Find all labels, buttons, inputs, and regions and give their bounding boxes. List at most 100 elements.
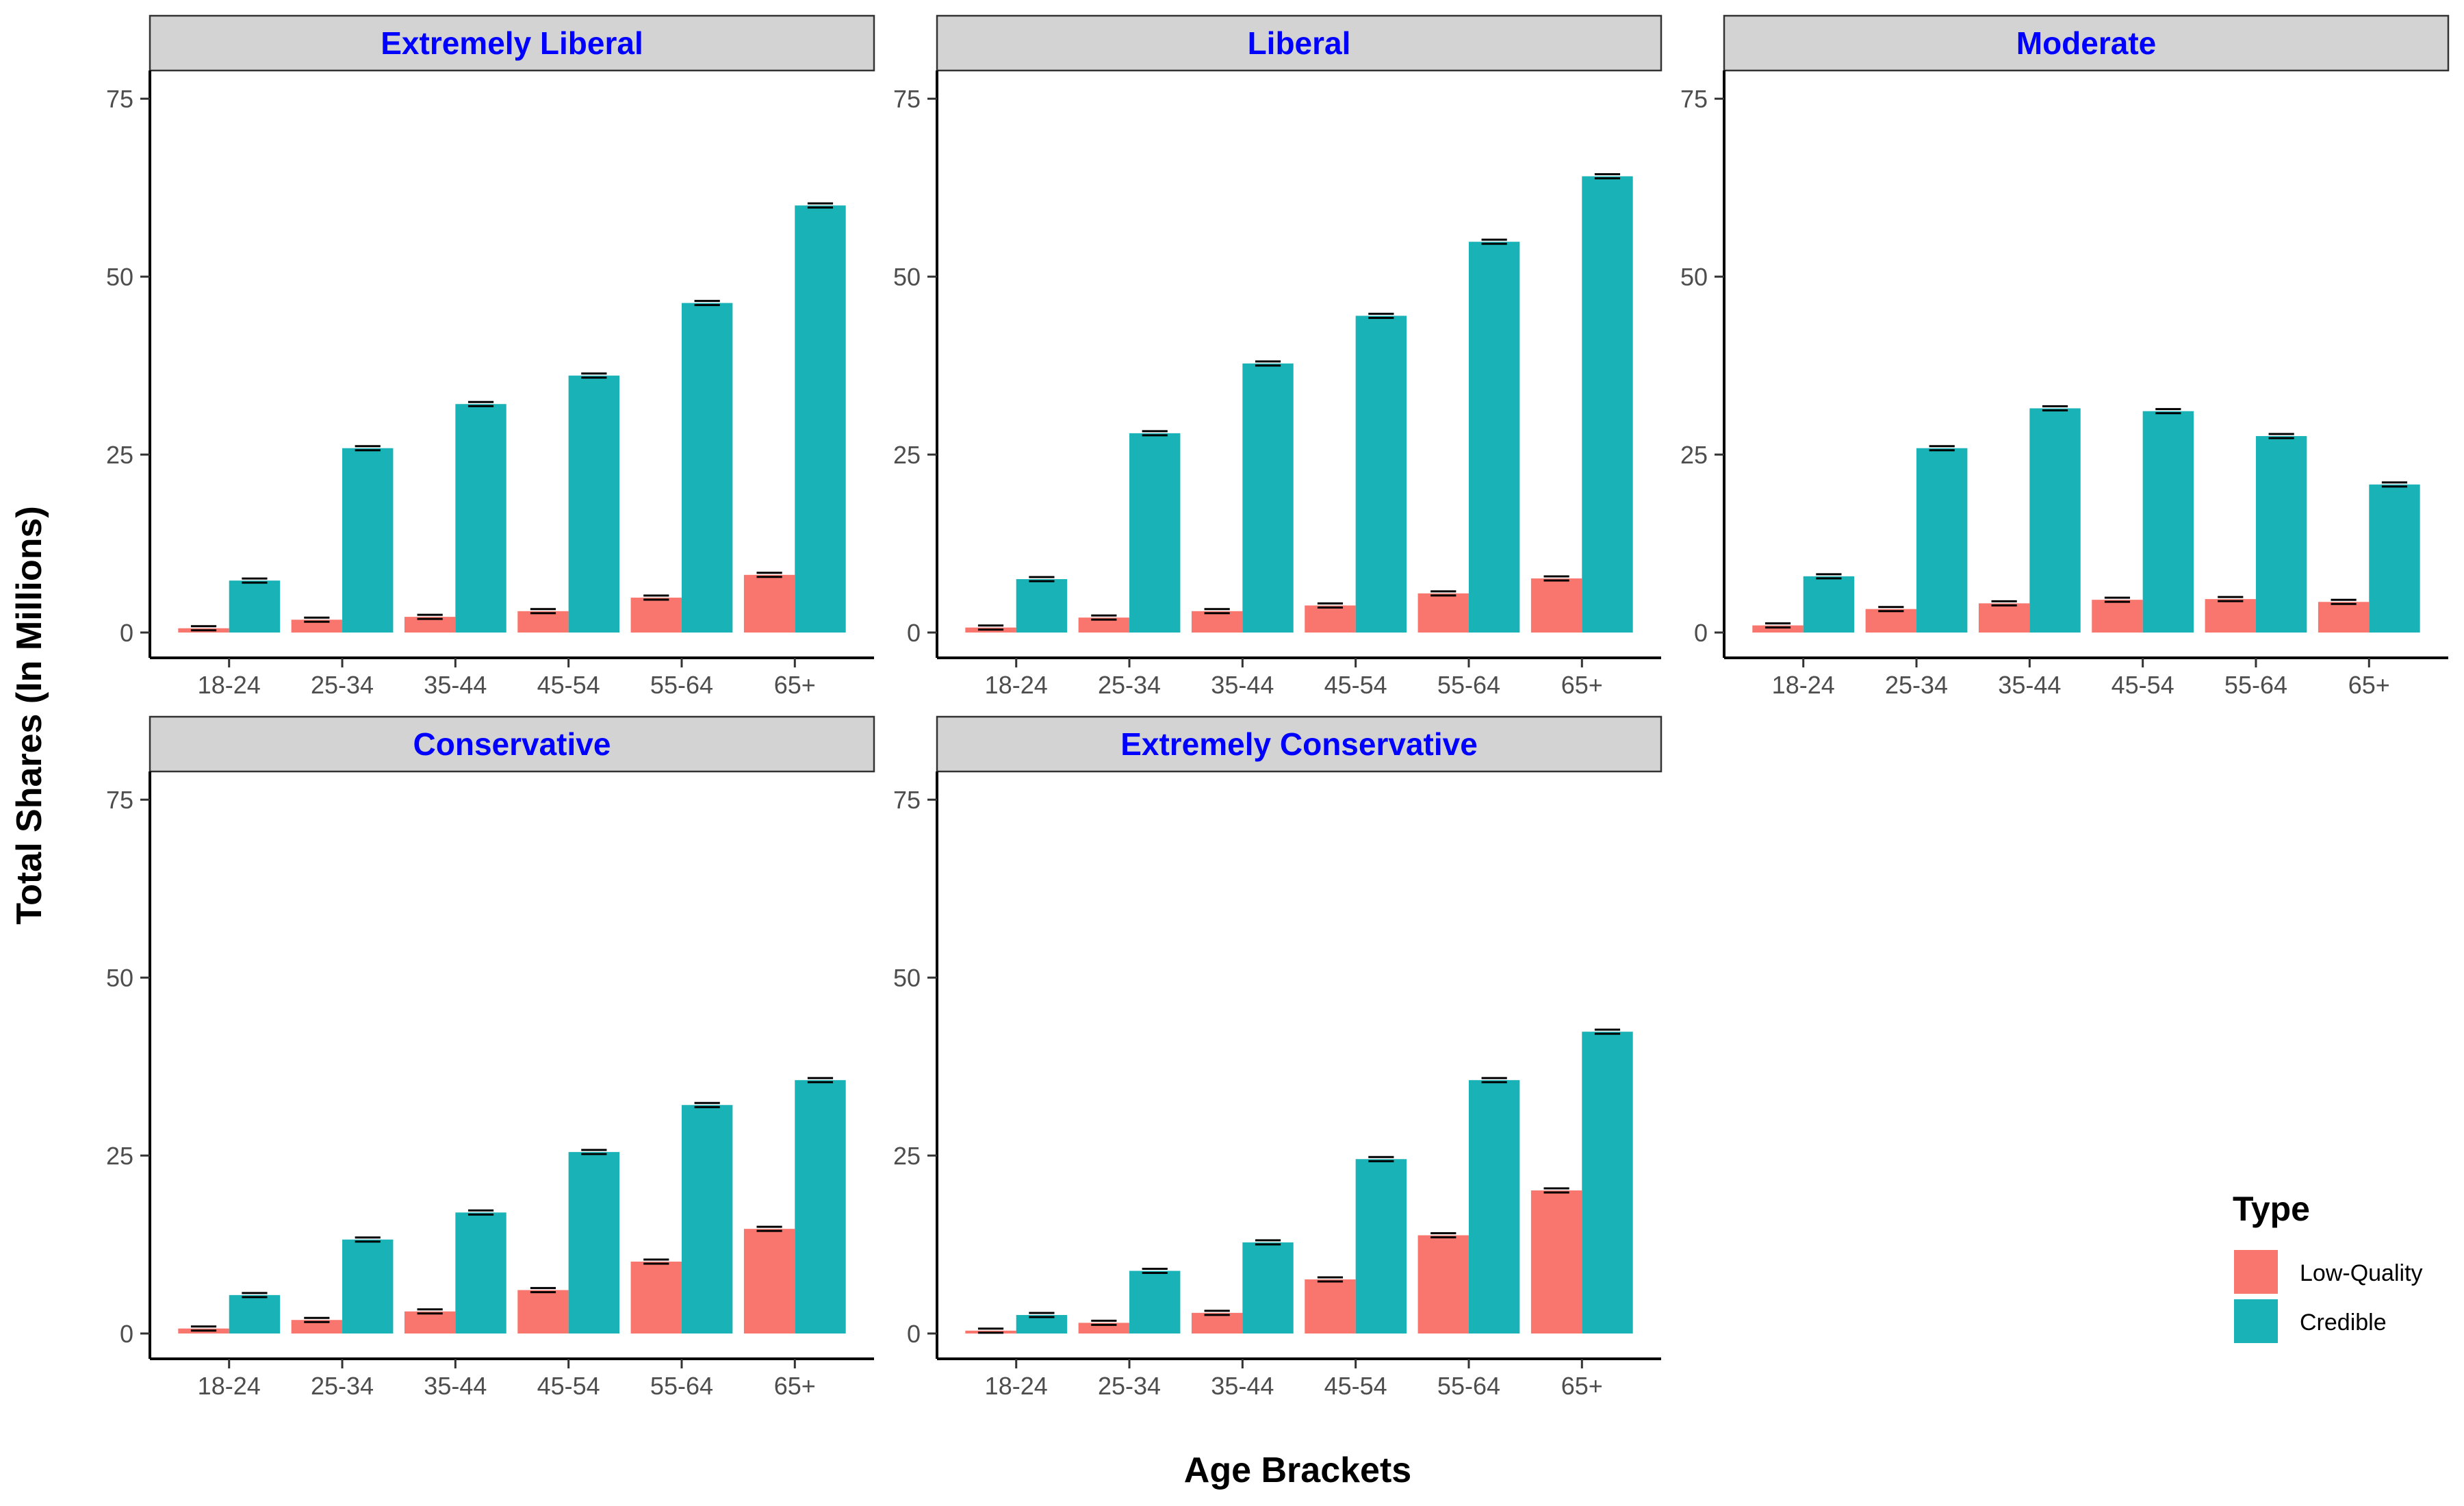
panel-title: Extremely Liberal	[381, 25, 643, 61]
x-tick-label: 65+	[774, 1372, 816, 1400]
y-tick-label: 50	[106, 964, 133, 992]
panel-extremely-liberal: Extremely Liberal 0 25 50 75 18-24 25-34 35-44 4…	[106, 14, 875, 699]
x-tick-label: 25-34	[311, 1372, 374, 1400]
bar-credible	[2255, 436, 2307, 633]
x-axis-title: Age Brackets	[1184, 1451, 1411, 1490]
y-tick-label: 75	[106, 85, 133, 113]
bar-low-quality	[1417, 593, 1469, 633]
bar-low-quality	[517, 611, 569, 633]
bar-low-quality	[1305, 1279, 1356, 1333]
panel-title: Liberal	[1248, 25, 1351, 61]
bar-credible	[2369, 484, 2420, 633]
y-tick-label: 75	[1680, 85, 1708, 113]
panel-liberal: Liberal 0 25 50 75 18-24 25-34 35-44 45-54 55-64 6…	[893, 14, 1663, 699]
bar-low-quality	[1417, 1235, 1469, 1333]
y-tick-label: 25	[1680, 441, 1708, 469]
x-tick-label: 35-44	[424, 671, 487, 699]
x-tick-label: 18-24	[985, 1372, 1048, 1400]
bar-credible	[2029, 408, 2081, 633]
bar-low-quality	[1191, 1312, 1243, 1333]
panel-title: Conservative	[413, 726, 611, 762]
bar-credible	[1129, 433, 1181, 633]
bar-credible	[1129, 1271, 1181, 1333]
bar-low-quality	[1305, 605, 1356, 633]
bar-credible	[795, 205, 846, 633]
bar-credible	[568, 375, 620, 633]
x-tick-label: 45-54	[537, 671, 600, 699]
x-tick-label: 35-44	[1211, 1372, 1274, 1400]
bar-credible	[1582, 176, 1633, 633]
x-tick-label: 55-64	[2224, 671, 2287, 699]
x-tick-label: 65+	[2348, 671, 2390, 699]
bar-credible	[229, 580, 281, 633]
bar-credible	[795, 1080, 846, 1333]
y-tick-label: 25	[106, 1142, 133, 1170]
y-tick-label: 50	[1680, 263, 1708, 291]
bar-credible	[1242, 1242, 1294, 1333]
bar-low-quality	[1191, 611, 1243, 633]
bar-low-quality	[404, 617, 456, 633]
x-tick-label: 18-24	[198, 671, 261, 699]
x-tick-label: 65+	[1561, 671, 1603, 699]
bar-low-quality	[2205, 599, 2256, 633]
bar-low-quality	[1530, 1190, 1582, 1333]
panel-conservative: Conservative 0 25 50 75 18-24 25-34 35-44 45-54 5…	[106, 715, 875, 1400]
bar-low-quality	[630, 598, 682, 633]
x-tick-label: 25-34	[1098, 671, 1161, 699]
legend-label-low-quality: Low-Quality	[2300, 1260, 2423, 1286]
bar-low-quality	[2092, 600, 2143, 633]
x-tick-label: 45-54	[1324, 1372, 1387, 1400]
panel-strip	[936, 14, 1663, 72]
bar-credible	[1468, 1080, 1520, 1333]
panel-strip	[936, 715, 1663, 773]
bar-low-quality	[1752, 625, 1804, 633]
bar-low-quality	[517, 1290, 569, 1333]
x-tick-label: 25-34	[1098, 1372, 1161, 1400]
bar-credible	[455, 1212, 506, 1333]
bar-low-quality	[291, 1320, 343, 1333]
bar-low-quality	[1078, 617, 1130, 633]
panel-extremely-conservative: Extremely Conservative 0 25 50 75 18-24 25-34 3…	[893, 715, 1663, 1400]
legend: Type Low-Quality Credible	[2233, 1190, 2423, 1343]
y-tick-label: 50	[893, 263, 921, 291]
bar-credible	[1468, 242, 1520, 633]
x-tick-label: 55-64	[1437, 671, 1500, 699]
y-tick-label: 0	[120, 619, 133, 647]
bar-credible	[681, 303, 733, 633]
y-tick-label: 0	[907, 1320, 921, 1348]
bar-credible	[342, 448, 394, 633]
y-tick-label: 0	[120, 1320, 133, 1348]
x-tick-label: 18-24	[198, 1372, 261, 1400]
x-tick-label: 45-54	[1324, 671, 1387, 699]
y-tick-label: 0	[907, 619, 921, 647]
bar-credible	[1242, 363, 1294, 633]
bar-credible	[1355, 316, 1407, 633]
bar-credible	[1355, 1159, 1407, 1333]
bar-low-quality	[2318, 602, 2370, 633]
x-tick-label: 18-24	[985, 671, 1048, 699]
panel-title: Moderate	[2016, 25, 2156, 61]
y-tick-label: 25	[106, 441, 133, 469]
bar-low-quality	[1865, 609, 1917, 633]
y-tick-label: 75	[893, 85, 921, 113]
legend-key-credible	[2234, 1299, 2278, 1343]
bar-credible	[2142, 411, 2194, 633]
bar-low-quality	[1530, 578, 1582, 633]
y-tick-label: 50	[106, 263, 133, 291]
bar-low-quality	[630, 1261, 682, 1333]
panel-moderate: Moderate 0 25 50 75 18-24 25-34 35-44 45-54 55-64…	[1680, 14, 2450, 699]
bar-credible	[1016, 1314, 1068, 1333]
y-tick-label: 25	[893, 1142, 921, 1170]
y-tick-label: 75	[106, 786, 133, 814]
panel-title: Extremely Conservative	[1120, 726, 1478, 762]
y-tick-label: 25	[893, 441, 921, 469]
bar-low-quality	[291, 620, 343, 633]
y-axis-title: Total Shares (In Millions)	[10, 506, 49, 925]
bar-low-quality	[743, 1229, 795, 1333]
x-tick-label: 65+	[1561, 1372, 1603, 1400]
bar-credible	[1916, 448, 1968, 633]
bar-credible	[455, 404, 506, 633]
x-tick-label: 65+	[774, 671, 816, 699]
bar-low-quality	[404, 1311, 456, 1333]
bar-credible	[1803, 576, 1855, 633]
